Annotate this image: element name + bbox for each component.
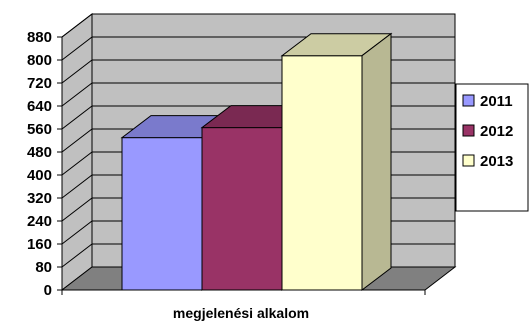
bar-front [121, 137, 203, 291]
y-tick-label: 0 [44, 282, 52, 299]
legend-swatch [462, 124, 475, 137]
y-tick-label: 240 [27, 213, 52, 230]
y-tick-label: 720 [27, 75, 52, 92]
legend-label: 2013 [480, 153, 513, 170]
y-tick-label: 80 [35, 259, 52, 276]
bar-2013 [280, 32, 393, 292]
legend-swatch [462, 154, 475, 167]
y-tick-label: 880 [27, 29, 52, 46]
legend-label: 2011 [480, 93, 513, 110]
bars [61, 32, 426, 295]
legend-label: 2012 [480, 123, 513, 140]
legend: 2011 2012 2013 [455, 83, 529, 212]
y-tick-label: 400 [27, 167, 52, 184]
side-wall [61, 12, 93, 292]
bar-front [281, 55, 363, 291]
legend-swatch [462, 94, 475, 107]
y-tick-label: 160 [27, 236, 52, 253]
y-tick-label: 640 [27, 98, 52, 115]
x-axis-label: megjelenési alkalom [173, 305, 309, 321]
gridline [61, 13, 455, 38]
bar-side [361, 32, 392, 292]
y-tick-label: 800 [27, 52, 52, 69]
y-tick-label: 560 [27, 121, 52, 138]
y-tick-label: 480 [27, 144, 52, 161]
bar-front [201, 127, 283, 291]
y-tick-label: 320 [27, 190, 52, 207]
y-axis-ticks: 0 80 160 240 320 400 480 560 640 720 800 880 [27, 29, 63, 299]
